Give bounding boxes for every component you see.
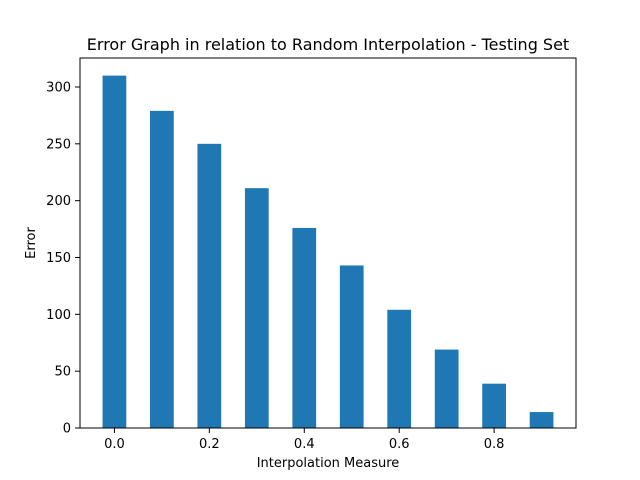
y-tick-label: 0 <box>63 422 71 437</box>
bar <box>482 383 506 428</box>
x-tick-label: 0.6 <box>389 437 410 452</box>
bar <box>339 265 364 428</box>
bar <box>150 110 174 428</box>
chart-title: Error Graph in relation to Random Interp… <box>87 35 569 54</box>
plot-frame <box>79 57 577 429</box>
y-axis-title: Error <box>24 227 39 259</box>
bar <box>292 227 317 428</box>
y-tick-label: 200 <box>46 194 71 209</box>
x-tick-label: 0.0 <box>104 437 125 452</box>
bar <box>244 188 269 428</box>
y-tick-label: 150 <box>46 251 71 266</box>
x-axis: 0.0 0.2 0.4 0.6 0.8 <box>104 428 504 452</box>
x-tick-label: 0.8 <box>484 437 505 452</box>
x-axis-title: Interpolation Measure <box>257 456 400 471</box>
bar <box>102 75 127 428</box>
y-tick-label: 300 <box>46 80 71 95</box>
bar <box>529 412 554 428</box>
y-axis: 0 50 100 150 200 250 300 <box>46 80 80 437</box>
bars <box>102 75 554 428</box>
y-tick-label: 100 <box>46 308 71 323</box>
bar <box>387 309 412 428</box>
y-tick-label: 250 <box>46 137 71 152</box>
x-tick-label: 0.2 <box>199 437 220 452</box>
x-tick-label: 0.4 <box>294 437 315 452</box>
bar <box>434 349 459 428</box>
y-tick-label: 50 <box>54 365 71 380</box>
bar <box>197 143 222 428</box>
